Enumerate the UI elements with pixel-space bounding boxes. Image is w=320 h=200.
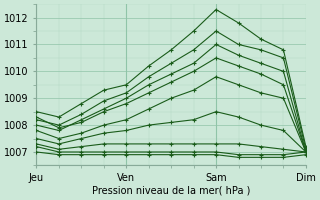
X-axis label: Pression niveau de la mer( hPa ): Pression niveau de la mer( hPa ) — [92, 186, 250, 196]
